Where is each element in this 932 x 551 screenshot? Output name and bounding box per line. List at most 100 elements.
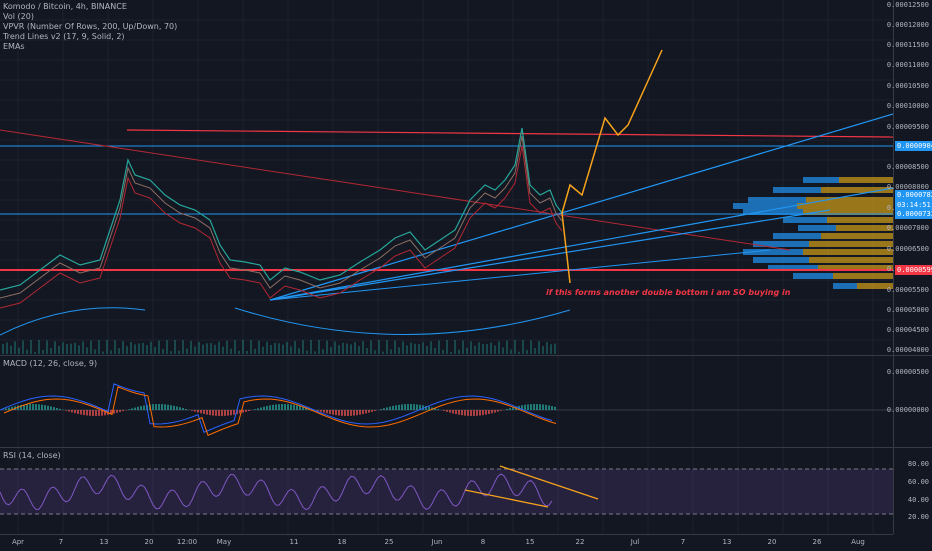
macd-histogram-bar [191,410,193,411]
macd-histogram-bar [170,405,172,410]
volume-profile-bar-up [821,233,893,239]
time-tick: 15 [526,538,535,546]
volume-bar [66,344,68,354]
price-tick: 0.00008500 [887,163,929,171]
macd-histogram-bar [479,410,481,416]
volume-bar [218,342,220,354]
volume-bar [158,341,160,354]
volume-bar [278,343,280,354]
indicator-emas[interactable]: EMAs [3,42,177,52]
macd-histogram-bar [500,410,502,411]
forecast-drop [562,213,570,283]
macd-histogram-bar [371,410,373,412]
volume-bar [90,341,92,354]
volume-bar [106,340,108,354]
macd-histogram-bar [224,410,226,416]
time-tick: 13 [723,538,732,546]
volume-bar [54,341,56,354]
macd-histogram-bar [92,410,94,416]
volume-bar [478,342,480,354]
macd-histogram-bar [398,405,400,410]
macd-histogram-bar [467,410,469,416]
volume-bar [274,343,276,354]
volume-bar [374,350,376,354]
volume-bar [406,345,408,354]
chart-canvas[interactable] [0,0,893,534]
rsi-label[interactable]: RSI (14, close) [3,451,61,461]
forecast-path [562,50,662,213]
macd-histogram-bar [95,410,97,416]
macd-histogram-bar [86,410,88,415]
volume-bar [182,340,184,354]
time-axis[interactable]: Apr 7 13 20 12:00 May 11 18 25 Jun 8 15 … [0,534,893,551]
volume-bar [306,351,308,354]
chart-annotation[interactable]: if this forms another double bottom i am… [546,288,790,297]
volume-bar [222,347,224,354]
price-tag-support: 0.00005998 [895,265,932,275]
macd-histogram-bar [353,410,355,416]
macd-histogram-bar [533,404,535,410]
volume-bar [298,348,300,354]
volume-bar [554,344,556,354]
macd-histogram-bar [71,410,73,412]
volume-profile-bar-up [797,203,893,209]
indicator-trendlines[interactable]: Trend Lines v2 (17, 9, Solid, 2) [3,32,177,42]
volume-bar [154,347,156,354]
macd-histogram-bar [344,410,346,416]
macd-histogram-bar [143,405,145,410]
price-tick: 0.00012500 [887,1,929,9]
volume-profile-bar-down [833,283,857,289]
macd-histogram-bar [458,410,460,415]
volume-bar [462,340,464,354]
macd-histogram-bar [230,410,232,415]
macd-label[interactable]: MACD (12, 26, close, 9) [3,359,97,369]
pane-separator-macd[interactable] [0,355,932,356]
rsi-tick: 40.00 [908,496,929,504]
time-tick: Jul [631,538,639,546]
macd-histogram-bar [497,410,499,412]
time-tick: Jun [432,538,443,546]
volume-bar [546,342,548,354]
volume-bar [166,340,168,354]
symbol-title[interactable]: Komodo / Bitcoin, 4h, BINANCE [3,2,177,12]
volume-bar [342,343,344,354]
price-tick: 0.00007000 [887,224,929,232]
volume-bar [518,352,520,354]
volume-bar [394,341,396,354]
volume-bar [206,343,208,354]
double-bottom-arc [0,308,145,335]
macd-histogram-bar [275,404,277,410]
macd-histogram-bar [470,410,472,416]
indicator-vpvr[interactable]: VPVR (Number Of Rows, 200, Up/Down, 70) [3,22,177,32]
volume-profile-bar-up [839,177,893,183]
volume-bar [422,342,424,354]
macd-histogram-bar [449,410,451,413]
macd-histogram-bar [29,404,31,410]
indicator-vol[interactable]: Vol (20) [3,12,177,22]
volume-bar [426,346,428,354]
macd-histogram-bar [59,409,61,410]
pane-separator-rsi[interactable] [0,447,932,448]
macd-histogram-bar [473,410,475,416]
macd-histogram-bar [476,410,478,416]
macd-histogram-bar [464,410,466,416]
macd-histogram-bar [443,410,445,411]
volume-bar [118,348,120,354]
volume-bar [430,341,432,354]
volume-bar [230,349,232,354]
macd-histogram-bar [548,405,550,410]
volume-profile-bar-up [833,273,893,279]
volume-bar [270,345,272,354]
macd-histogram-bar [242,410,244,413]
macd-histogram-bar [554,407,556,410]
price-tick: 0.00010500 [887,82,929,90]
volume-bar [110,350,112,354]
macd-histogram-bar [380,409,382,410]
macd-histogram-bar [329,410,331,414]
macd-histogram-bar [5,409,7,410]
macd-histogram-bar [488,410,490,414]
macd-histogram-bar [389,407,391,410]
macd-histogram-bar [158,404,160,410]
macd-histogram-bar [530,404,532,410]
